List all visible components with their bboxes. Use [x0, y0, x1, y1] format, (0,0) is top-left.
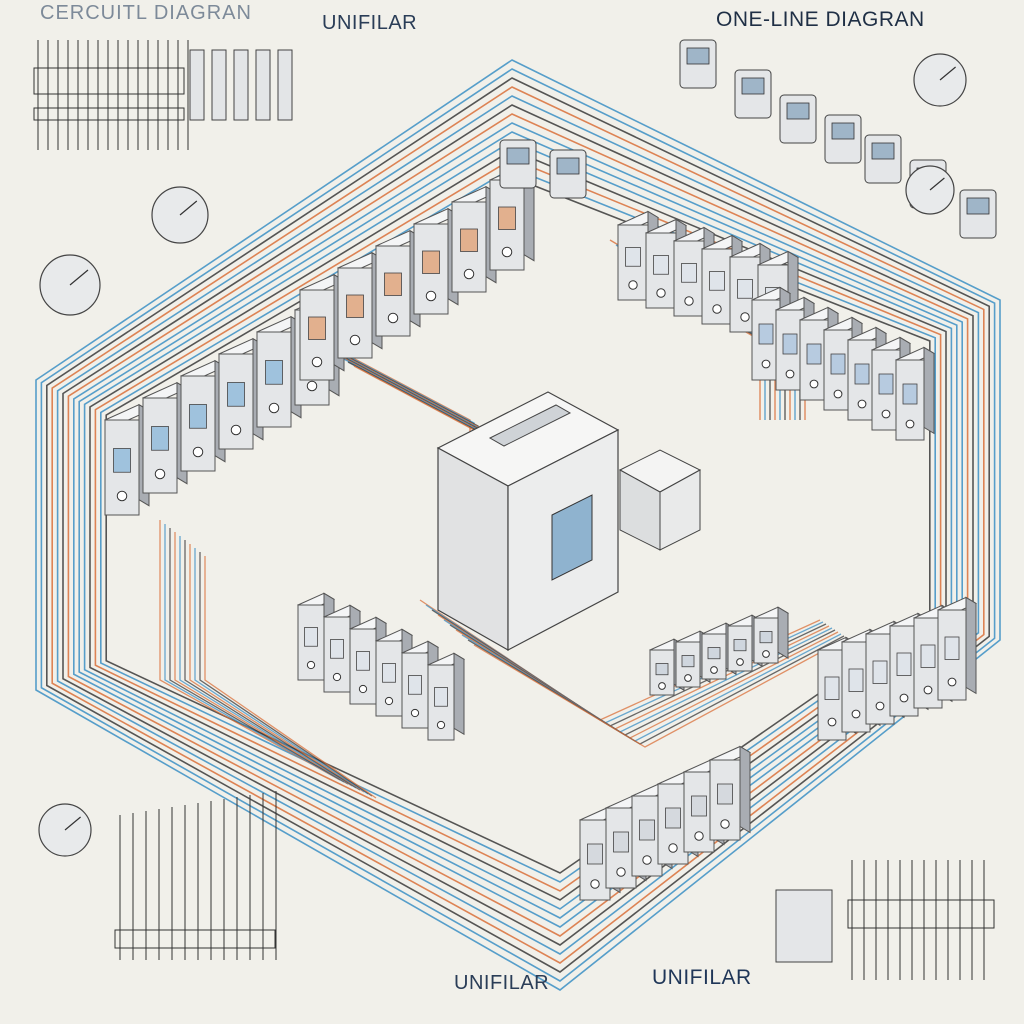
circuit-breaker: [412, 207, 460, 315]
wire-loop: [100, 167, 937, 883]
wire-run: [174, 532, 353, 787]
wire-run: [189, 544, 365, 793]
circuit-breaker: [426, 652, 466, 741]
wire-run: [473, 637, 848, 748]
circuit-diagram-label: CERCUITL DIAGRAN: [40, 2, 252, 24]
wire-loop: [67, 113, 969, 937]
wire-run: [169, 528, 349, 785]
circuit-breaker: [217, 337, 265, 450]
circuit-breaker: [822, 316, 864, 411]
circuit-breaker: [936, 596, 978, 701]
wire-loop: [45, 77, 991, 973]
meter-panel: [775, 889, 833, 963]
one-line-diagram-label: ONE-LINE DIAGRAN: [716, 8, 925, 31]
wire-loop: [40, 68, 996, 982]
wire-run: [204, 556, 377, 799]
wire-loop: [73, 122, 964, 928]
wire-loop: [62, 104, 974, 946]
wire-loop: [94, 158, 942, 892]
circuit-breaker: [708, 745, 752, 841]
contactor: [752, 606, 790, 664]
circuit-breaker: [816, 636, 858, 741]
schematic-ladder-bottom-right: [775, 860, 995, 980]
circuit-breaker: [141, 381, 189, 494]
wire-loop: [89, 149, 947, 901]
wire-loop: [105, 176, 931, 874]
wire-run: [184, 540, 361, 791]
wire-loop: [56, 95, 980, 955]
circuit-breaker: [894, 346, 936, 441]
wire-loop: [35, 59, 1001, 991]
wire-run: [164, 524, 345, 783]
main-cabinet: [436, 391, 620, 652]
secondary-cabinet: [618, 449, 702, 551]
meter-panels: [499, 39, 997, 239]
unifilar-top-label: UNIFILAR: [322, 12, 418, 34]
schematic-ladder: [33, 40, 293, 150]
circuit-breaker: [255, 315, 303, 428]
cabinet-display: [551, 494, 593, 581]
wire-run: [159, 520, 341, 781]
circuit-breaker: [103, 403, 151, 516]
circuit-breaker: [672, 226, 716, 317]
circuit-breaker: [374, 229, 422, 337]
schematic-ladder-bottom: [114, 791, 277, 960]
circuit-breaker: [336, 251, 384, 359]
unifilar-bottom-right-label: UNIFILAR: [652, 966, 752, 989]
cabinet-handle: [488, 404, 572, 447]
unifilar-bottom-label: UNIFILAR: [454, 972, 550, 994]
wire-run: [199, 552, 373, 797]
wire-loop: [78, 131, 958, 919]
wire-loop: [83, 140, 953, 910]
wire-run: [179, 536, 357, 789]
wire-loop: [51, 86, 985, 964]
gauges: [38, 53, 967, 857]
circuit-breaker: [298, 273, 346, 381]
circuit-breaker: [179, 359, 227, 472]
wire-run: [194, 548, 369, 795]
circuit-breaker: [450, 185, 498, 293]
